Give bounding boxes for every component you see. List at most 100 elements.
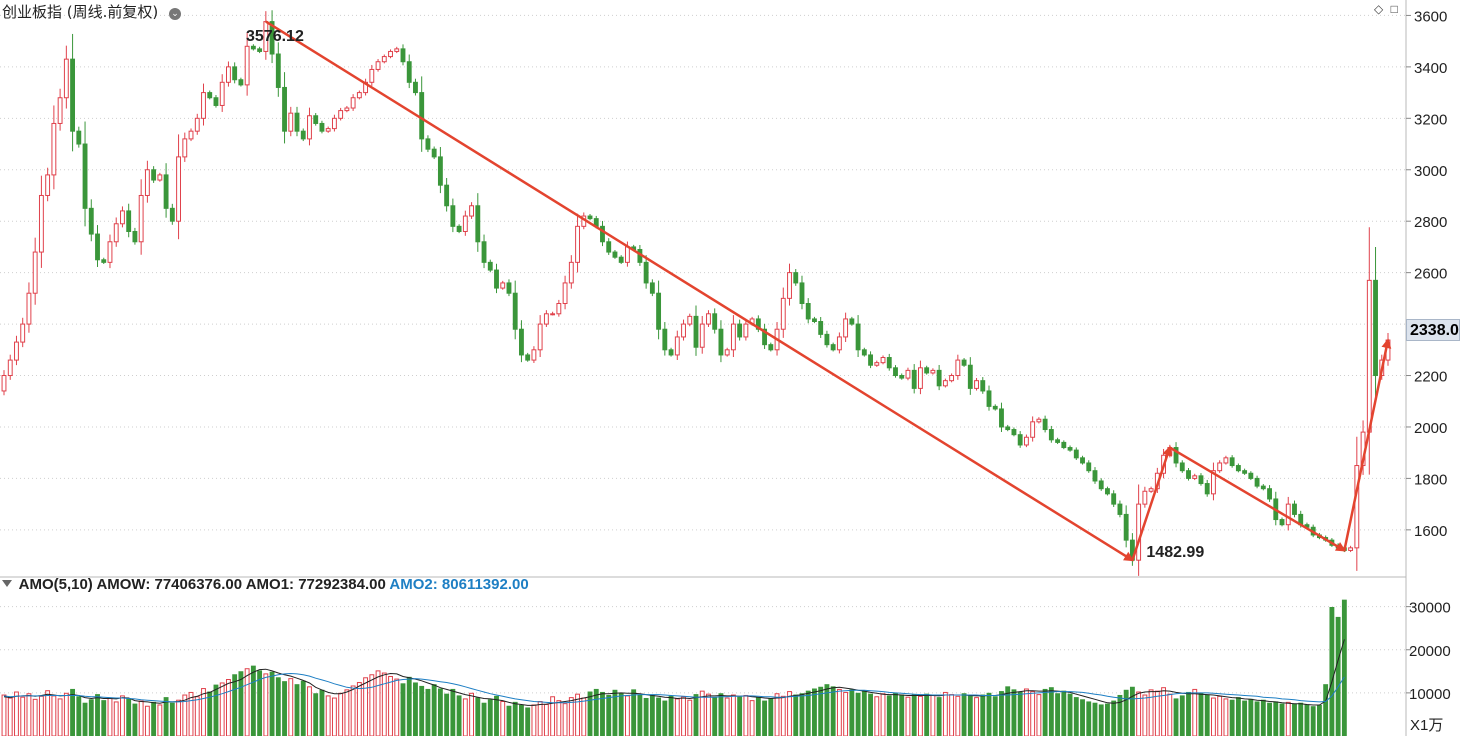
amo-bar xyxy=(849,689,855,736)
amo-bar xyxy=(986,692,992,736)
amo-bar xyxy=(1030,691,1036,736)
candle-down xyxy=(1229,457,1235,467)
candle-down xyxy=(232,66,238,81)
amo-bar xyxy=(793,694,799,736)
amo-bar xyxy=(413,682,418,736)
amo-bar xyxy=(263,673,269,736)
amo-bar xyxy=(1011,689,1017,736)
chevron-down-icon[interactable]: ⌄ xyxy=(169,8,182,20)
amo-bar xyxy=(537,701,543,736)
amo-bar xyxy=(219,682,225,736)
amo-bars xyxy=(1,599,1347,736)
candle-down xyxy=(313,115,319,124)
candle-up xyxy=(624,246,630,263)
amo-bar xyxy=(113,701,119,736)
candle-down xyxy=(762,328,768,346)
price-tick-label: 2200 xyxy=(1414,369,1447,386)
candle-up xyxy=(381,56,387,63)
amo-bar xyxy=(812,688,817,736)
amo-bar xyxy=(1298,702,1304,736)
window-controls: ◇ □ xyxy=(1374,2,1402,16)
diamond-icon[interactable]: ◇ xyxy=(1374,2,1384,16)
candle-down xyxy=(456,225,462,232)
candle-down xyxy=(238,79,244,86)
candle-down xyxy=(269,21,275,55)
amo-bar xyxy=(587,691,593,736)
amo-bar xyxy=(363,677,369,736)
triangle-down-icon[interactable] xyxy=(2,580,12,587)
amo-bar xyxy=(606,694,612,736)
amo-bar xyxy=(456,695,462,736)
candle-down xyxy=(1292,503,1297,515)
candle-up xyxy=(225,66,231,83)
indicator-title[interactable]: AMO(5,10) AMOW: 77406376.00 AMO1: 772923… xyxy=(2,576,529,593)
amo-bar xyxy=(787,691,792,736)
amo-bar xyxy=(768,697,774,736)
amo-bar xyxy=(269,671,275,736)
candle-down xyxy=(163,174,169,209)
candle-up xyxy=(787,272,792,299)
candle-down xyxy=(1186,470,1191,479)
candle-down xyxy=(444,184,450,207)
candle-up xyxy=(575,225,580,263)
candle-down xyxy=(1098,480,1104,490)
candle-down xyxy=(1260,485,1266,490)
candle-up xyxy=(1211,470,1216,495)
candle-down xyxy=(1092,470,1098,482)
amo-bar xyxy=(70,688,76,736)
candle-up xyxy=(1366,279,1372,433)
amo-bar xyxy=(1167,693,1173,736)
maximize-icon[interactable]: □ xyxy=(1390,2,1398,16)
amo-bar xyxy=(344,689,350,736)
candle-down xyxy=(1017,434,1023,446)
candle-up xyxy=(107,241,113,263)
candle-up xyxy=(1348,547,1354,551)
amo-bar xyxy=(1073,697,1079,736)
candle-up xyxy=(699,323,705,348)
amo-bar xyxy=(282,681,287,736)
amo-bar xyxy=(712,697,718,736)
candle-up xyxy=(743,323,749,338)
amo-bar xyxy=(1304,704,1310,736)
amo-bar xyxy=(861,690,867,736)
amo-bar xyxy=(369,674,375,736)
amo-bar xyxy=(1329,606,1335,736)
amo-bar xyxy=(1142,694,1148,736)
amo-bar xyxy=(1055,693,1061,736)
amo-bar xyxy=(930,694,936,736)
price-tick-label: 3600 xyxy=(1414,8,1447,25)
amo-bar xyxy=(244,668,250,736)
trend-arrow xyxy=(1131,445,1173,561)
amo-bar xyxy=(313,693,319,736)
amo-tick-label: 30000 xyxy=(1409,600,1451,617)
amo-bar xyxy=(911,694,917,736)
candle-up xyxy=(1036,418,1042,423)
trend-arrow xyxy=(1343,338,1392,551)
amo-bar xyxy=(350,685,356,736)
candle-down xyxy=(606,241,612,253)
amo-bar xyxy=(1123,689,1129,736)
amo-bar xyxy=(88,699,94,736)
amo-bar xyxy=(82,702,88,736)
trend-arrow xyxy=(265,20,1135,562)
chart-title[interactable]: 创业板指 (周线.前复权) ⌄ xyxy=(2,1,182,22)
amo-bar xyxy=(238,671,244,736)
candle-down xyxy=(1073,449,1079,459)
price-tick-label: 1800 xyxy=(1414,471,1447,488)
candle-down xyxy=(169,207,175,222)
amo-bar xyxy=(755,697,761,736)
amo-bar xyxy=(1080,699,1085,736)
candle-down xyxy=(419,92,425,140)
candle-down xyxy=(1080,457,1085,464)
candle-down xyxy=(400,48,406,63)
candle-up xyxy=(394,48,400,52)
amo-bar xyxy=(774,693,780,736)
amo-bar xyxy=(855,692,861,736)
candle-down xyxy=(300,130,306,140)
amo-bar xyxy=(936,697,942,736)
amo-bar xyxy=(151,701,157,736)
amo-bar xyxy=(419,685,425,736)
amo-bar xyxy=(469,692,475,736)
candle-down xyxy=(618,256,624,263)
candle-up xyxy=(874,362,880,366)
